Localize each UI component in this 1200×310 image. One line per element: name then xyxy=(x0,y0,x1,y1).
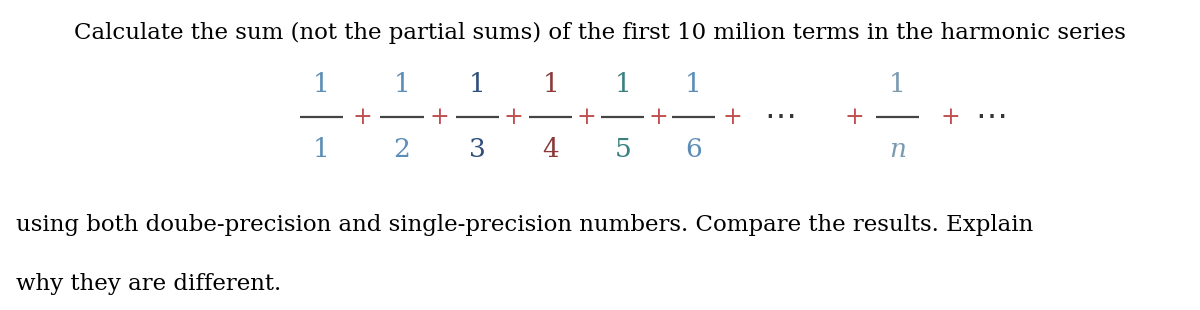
Text: 1: 1 xyxy=(313,72,330,97)
Text: +: + xyxy=(845,106,864,129)
Text: 3: 3 xyxy=(469,137,486,162)
Text: 2: 2 xyxy=(394,137,410,162)
Text: 4: 4 xyxy=(542,137,559,162)
Text: 1: 1 xyxy=(889,72,906,97)
Text: +: + xyxy=(941,106,960,129)
Text: +: + xyxy=(430,106,449,129)
Text: 5: 5 xyxy=(614,137,631,162)
Text: 1: 1 xyxy=(469,72,486,97)
Text: +: + xyxy=(504,106,523,129)
Text: Calculate the sum (not the partial sums) of the first 10 milion terms in the har: Calculate the sum (not the partial sums)… xyxy=(74,22,1126,44)
Text: why they are different.: why they are different. xyxy=(16,273,281,295)
Text: +: + xyxy=(649,106,668,129)
Text: 1: 1 xyxy=(542,72,559,97)
Text: n: n xyxy=(889,137,906,162)
Text: using both doube-precision and single-precision numbers. Compare the results. Ex: using both doube-precision and single-pr… xyxy=(16,214,1033,236)
Text: $\cdots$: $\cdots$ xyxy=(974,100,1006,131)
Text: 1: 1 xyxy=(394,72,410,97)
Text: 1: 1 xyxy=(614,72,631,97)
Text: +: + xyxy=(577,106,596,129)
Text: +: + xyxy=(353,106,372,129)
Text: $\cdots$: $\cdots$ xyxy=(763,100,794,131)
Text: +: + xyxy=(722,106,742,129)
Text: 1: 1 xyxy=(685,72,702,97)
Text: 1: 1 xyxy=(313,137,330,162)
Text: 6: 6 xyxy=(685,137,702,162)
